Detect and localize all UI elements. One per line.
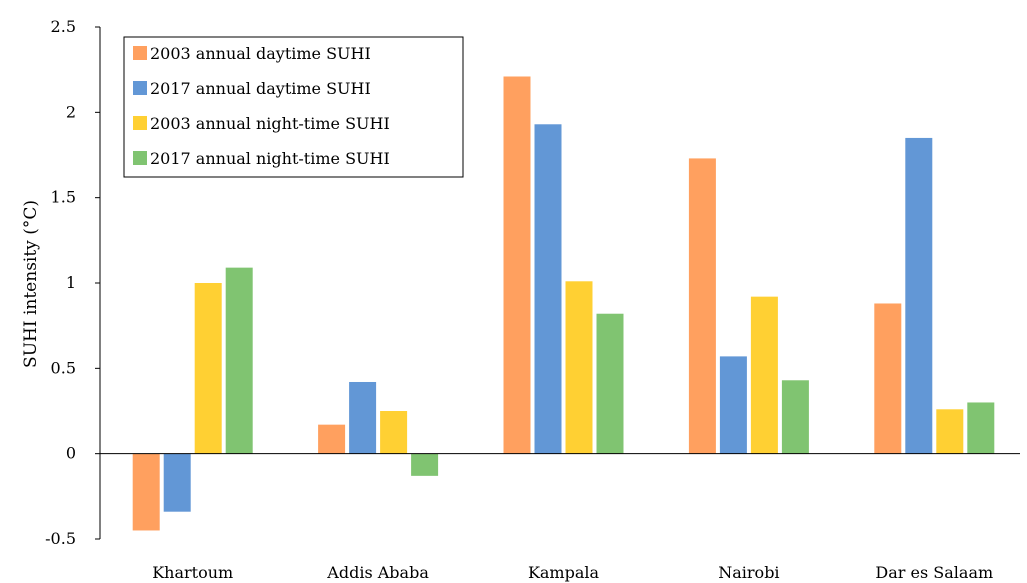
bar-dar-es-salaam-series-3: [936, 409, 964, 454]
bar-khartoum-series-2: [163, 453, 191, 512]
bar-kampala-series-3: [565, 281, 593, 454]
y-axis-ticks: -0.5 0 0.5 1 1.5 2 2.5: [45, 17, 100, 548]
legend-swatch: [133, 81, 147, 95]
bar-dar-es-salaam-series-2: [905, 137, 933, 454]
bars-group: [132, 76, 995, 531]
bar-nairobi-series-3: [750, 296, 778, 454]
bar-dar-es-salaam-series-1: [874, 303, 902, 454]
x-tick-label: Dar es Salaam: [875, 563, 993, 582]
bar-addis-ababa-series-3: [380, 411, 408, 454]
y-tick-label: 1: [66, 273, 76, 292]
legend-box: [123, 36, 464, 178]
y-tick-label: 0: [66, 444, 76, 463]
legend-swatch: [133, 116, 147, 130]
legend-label: 2017 annual daytime SUHI: [150, 79, 371, 98]
legend-label: 2003 annual daytime SUHI: [150, 44, 371, 63]
x-axis-labels: Khartoum Addis Ababa Kampala Nairobi Dar es …: [152, 563, 993, 582]
y-tick-label: 0.5: [51, 358, 76, 377]
x-tick-label: Kampala: [528, 563, 600, 582]
bar-kampala-series-1: [503, 76, 531, 454]
y-tick-label: 2.5: [51, 17, 76, 36]
legend-swatch: [133, 46, 147, 60]
bar-dar-es-salaam-series-4: [967, 402, 995, 454]
y-tick-label: 1.5: [51, 188, 76, 207]
x-tick-label: Khartoum: [152, 563, 233, 582]
legend-swatch: [133, 151, 147, 165]
bar-khartoum-series-4: [225, 267, 253, 454]
bar-kampala-series-4: [596, 313, 624, 454]
legend-label: 2017 annual night-time SUHI: [150, 149, 390, 168]
y-tick-label: 2: [66, 102, 76, 121]
y-tick-label: -0.5: [45, 529, 76, 548]
bar-nairobi-series-4: [781, 380, 809, 454]
bar-addis-ababa-series-1: [318, 424, 346, 454]
bar-khartoum-series-1: [132, 453, 160, 531]
bar-addis-ababa-series-2: [349, 381, 377, 454]
bar-addis-ababa-series-4: [411, 453, 439, 476]
x-tick-label: Nairobi: [718, 563, 779, 582]
bar-kampala-series-2: [534, 124, 562, 454]
legend-label: 2003 annual night-time SUHI: [150, 114, 390, 133]
bar-nairobi-series-2: [719, 356, 747, 454]
bar-nairobi-series-1: [688, 158, 716, 454]
legend: 2003 annual daytime SUHI 2017 annual dayt…: [123, 36, 464, 178]
y-axis-title: SUHI intensity (°C): [21, 200, 41, 368]
x-tick-label: Addis Ababa: [326, 563, 429, 582]
bar-khartoum-series-3: [194, 283, 222, 454]
